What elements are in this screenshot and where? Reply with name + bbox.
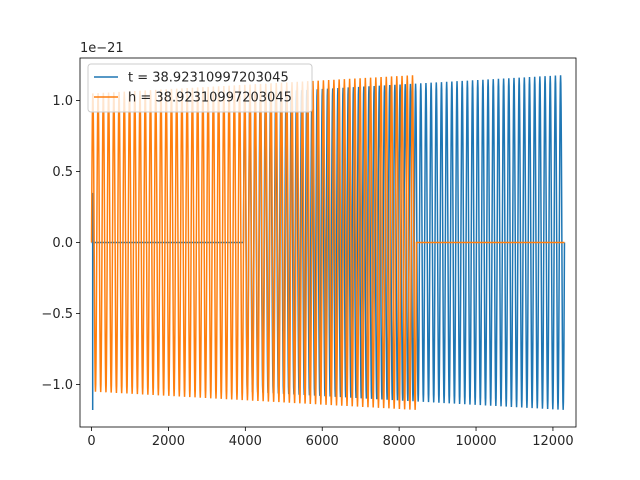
legend: t = 38.92310997203045 h = 38.923109972030…	[87, 63, 313, 113]
axes: 0 2000 4000 6000 8000 10000 12000 1.0 0.5 0.0 −0.5…	[41, 57, 577, 449]
y-tick-label: 1.0	[52, 94, 73, 109]
x-tick-label: 8000	[383, 434, 416, 449]
x-tick-label: 2000	[152, 434, 185, 449]
legend-entry-label: t = 38.92310997203045	[128, 71, 289, 86]
y-tick-label: −1.0	[41, 378, 73, 393]
x-tick-label: 10000	[455, 434, 496, 449]
x-tick-label: 12000	[532, 434, 573, 449]
y-tick-label: 0.0	[52, 236, 73, 251]
y-offset-label: 1e−21	[80, 41, 124, 56]
legend-box	[87, 63, 313, 113]
x-tick-label: 6000	[306, 434, 339, 449]
y-tick-label: −0.5	[41, 307, 73, 322]
x-tick-label: 0	[87, 434, 95, 449]
y-tick-label: 0.5	[52, 165, 73, 180]
x-tick-label: 4000	[229, 434, 262, 449]
series-line-1	[90, 75, 565, 410]
legend-entry-label: h = 38.92310997203045	[128, 91, 292, 106]
